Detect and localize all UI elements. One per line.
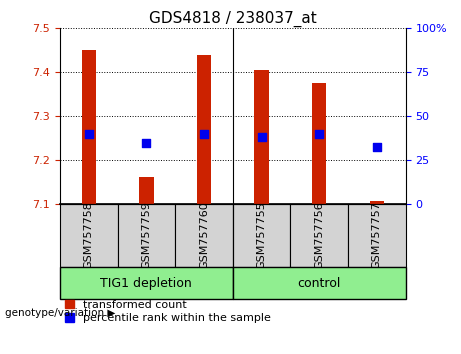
Title: GDS4818 / 238037_at: GDS4818 / 238037_at bbox=[149, 11, 317, 27]
FancyBboxPatch shape bbox=[290, 204, 348, 267]
FancyBboxPatch shape bbox=[348, 204, 406, 267]
Text: GSM757760: GSM757760 bbox=[199, 201, 209, 269]
Legend: transformed count, percentile rank within the sample: transformed count, percentile rank withi… bbox=[65, 300, 271, 324]
Bar bbox=[370, 201, 384, 204]
FancyBboxPatch shape bbox=[233, 204, 290, 267]
FancyBboxPatch shape bbox=[60, 204, 118, 267]
FancyBboxPatch shape bbox=[118, 204, 175, 267]
Text: GSM757755: GSM757755 bbox=[257, 201, 266, 269]
Text: GSM757756: GSM757756 bbox=[314, 201, 324, 269]
Bar bbox=[312, 83, 326, 204]
Text: GSM757759: GSM757759 bbox=[142, 201, 151, 269]
Point bbox=[373, 145, 381, 150]
Bar bbox=[197, 55, 211, 204]
FancyBboxPatch shape bbox=[60, 267, 233, 299]
Bar bbox=[254, 70, 269, 204]
Text: GSM757757: GSM757757 bbox=[372, 201, 382, 269]
Point bbox=[200, 131, 207, 137]
Text: TIG1 depletion: TIG1 depletion bbox=[100, 277, 192, 290]
Point bbox=[315, 131, 323, 137]
FancyBboxPatch shape bbox=[233, 267, 406, 299]
Text: GSM757758: GSM757758 bbox=[84, 201, 94, 269]
FancyBboxPatch shape bbox=[175, 204, 233, 267]
Text: control: control bbox=[297, 277, 341, 290]
Text: genotype/variation ▶: genotype/variation ▶ bbox=[5, 308, 115, 318]
Point bbox=[85, 131, 92, 137]
Bar bbox=[139, 177, 154, 204]
Bar bbox=[82, 50, 96, 204]
Point bbox=[142, 140, 150, 146]
Point bbox=[258, 134, 266, 140]
